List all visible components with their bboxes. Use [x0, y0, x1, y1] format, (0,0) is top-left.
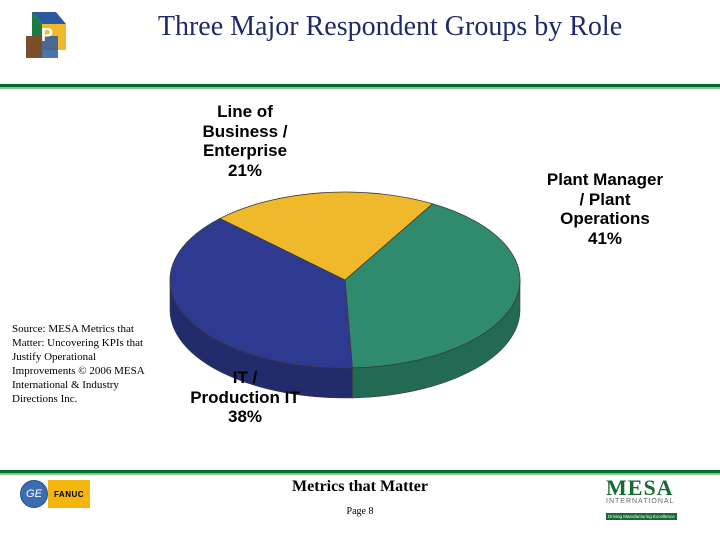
svg-text:P: P	[41, 25, 53, 45]
mesa-logo-tag: Driving Manufacturing Excellence	[606, 513, 677, 520]
pie-label-lob: Line ofBusiness /Enterprise21%	[180, 102, 310, 180]
slide: P Three Major Respondent Groups by Role …	[0, 0, 720, 540]
header-rule-light	[0, 87, 720, 89]
mesa-logo: MESA INTERNATIONAL Driving Manufacturing…	[606, 478, 704, 523]
pie-label-it: IT /Production IT38%	[180, 368, 310, 427]
title-row: P Three Major Respondent Groups by Role	[0, 6, 720, 84]
footer: GE FANUC Metrics that Matter Page 8 MESA…	[0, 478, 720, 538]
page-title: Three Major Respondent Groups by Role	[100, 10, 680, 44]
corner-logo: P	[12, 6, 82, 72]
mesa-logo-sub: INTERNATIONAL	[606, 498, 704, 505]
mesa-logo-main: MESA	[606, 478, 704, 498]
pie-label-plant: Plant Manager/ PlantOperations41%	[540, 170, 670, 248]
cube-logo-icon: P	[12, 6, 82, 72]
source-citation: Source: MESA Metrics that Matter: Uncove…	[12, 322, 152, 406]
pie-chart: Plant Manager/ PlantOperations41%IT /Pro…	[130, 110, 560, 440]
